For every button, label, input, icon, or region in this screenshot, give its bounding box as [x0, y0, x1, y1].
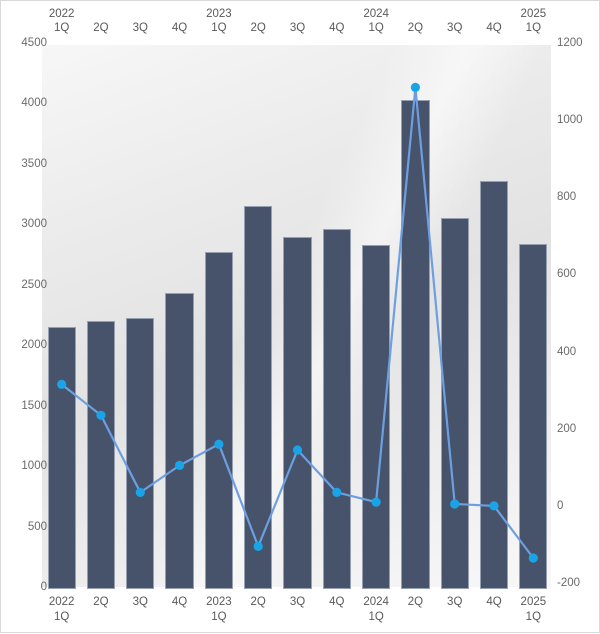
left-axis-tick-0: 0 — [40, 581, 47, 593]
left-axis-tick-4000: 4000 — [21, 97, 47, 110]
left-axis-tick-1500: 1500 — [21, 399, 47, 412]
top-quarter-label-1: 2Q — [93, 22, 109, 34]
left-axis-tick-4500: 4500 — [21, 37, 47, 49]
top-year-label-2024: 2024 — [363, 8, 389, 20]
right-axis-tick--200: -200 — [557, 577, 581, 589]
top-quarter-label-5: 2Q — [250, 22, 266, 34]
top-quarter-label-0: 1Q — [53, 22, 70, 34]
x-axis-quarter-8: 1Q — [368, 611, 384, 623]
bar-10 — [440, 217, 469, 589]
bar-11 — [479, 181, 509, 589]
top-quarter-label-3: 4Q — [171, 22, 188, 34]
top-quarter-label-12: 1Q — [525, 22, 542, 34]
right-axis-tick-1200: 1200 — [557, 37, 583, 49]
right-axis-tick-200: 200 — [557, 422, 577, 435]
x-axis-quarter-6: 3Q — [289, 596, 306, 608]
bar-1 — [86, 321, 116, 589]
bar-3 — [165, 293, 194, 589]
top-quarter-label-8: 1Q — [368, 22, 384, 34]
top-year-label-2023: 2023 — [206, 8, 232, 20]
x-axis-quarter-12: 1Q — [525, 611, 542, 623]
left-axis-tick-500: 500 — [27, 520, 47, 533]
x-axis-quarter-7: 4Q — [329, 596, 345, 608]
bar-8 — [361, 245, 391, 589]
bar-7 — [322, 229, 351, 589]
x-axis-quarter-10: 3Q — [447, 596, 463, 608]
left-axis-tick-3000: 3000 — [21, 218, 47, 231]
right-axis-tick-1000: 1000 — [557, 114, 583, 127]
x-axis-quarter-4: 1Q — [211, 611, 227, 623]
x-axis-quarter-11: 4Q — [486, 596, 502, 608]
x-axis-year-2024: 2024 — [363, 596, 389, 608]
left-axis-tick-3500: 3500 — [21, 157, 47, 170]
top-year-label-2025: 2025 — [520, 8, 547, 20]
x-axis-quarter-2: 3Q — [132, 596, 148, 608]
top-quarter-label-6: 3Q — [289, 22, 306, 34]
bar-9 — [401, 100, 430, 589]
right-axis-tick-800: 800 — [557, 191, 577, 204]
right-axis-tick-0: 0 — [557, 499, 564, 512]
x-axis-quarter-5: 2Q — [250, 596, 266, 608]
right-axis-tick-400: 400 — [557, 345, 577, 358]
top-quarter-label-10: 3Q — [447, 22, 463, 34]
bar-4 — [204, 252, 234, 589]
top-quarter-label-9: 2Q — [407, 22, 424, 34]
bar-12 — [519, 244, 548, 589]
x-axis-quarter-1: 2Q — [93, 596, 109, 608]
top-quarter-label-2: 3Q — [132, 22, 148, 34]
bar-2 — [126, 317, 155, 589]
left-axis-tick-1000: 1000 — [21, 460, 47, 473]
x-axis-quarter-0: 1Q — [53, 611, 70, 623]
x-axis-year-2023: 2023 — [206, 596, 232, 608]
x-axis-quarter-9: 2Q — [407, 596, 424, 608]
bar-0 — [47, 326, 76, 589]
top-quarter-label-4: 1Q — [211, 22, 227, 34]
top-quarter-label-7: 4Q — [329, 22, 345, 34]
top-year-label-2022: 2022 — [48, 8, 75, 20]
bar-5 — [244, 206, 273, 589]
left-axis-tick-2500: 2500 — [21, 278, 47, 291]
bar-6 — [283, 236, 312, 589]
top-quarter-label-11: 4Q — [486, 22, 502, 34]
left-axis-tick-2000: 2000 — [21, 339, 47, 352]
right-axis-tick-600: 600 — [557, 268, 577, 281]
x-axis-quarter-3: 4Q — [171, 596, 188, 608]
x-axis-year-2025: 2025 — [520, 596, 547, 608]
x-axis-year-2022: 2022 — [48, 596, 75, 608]
